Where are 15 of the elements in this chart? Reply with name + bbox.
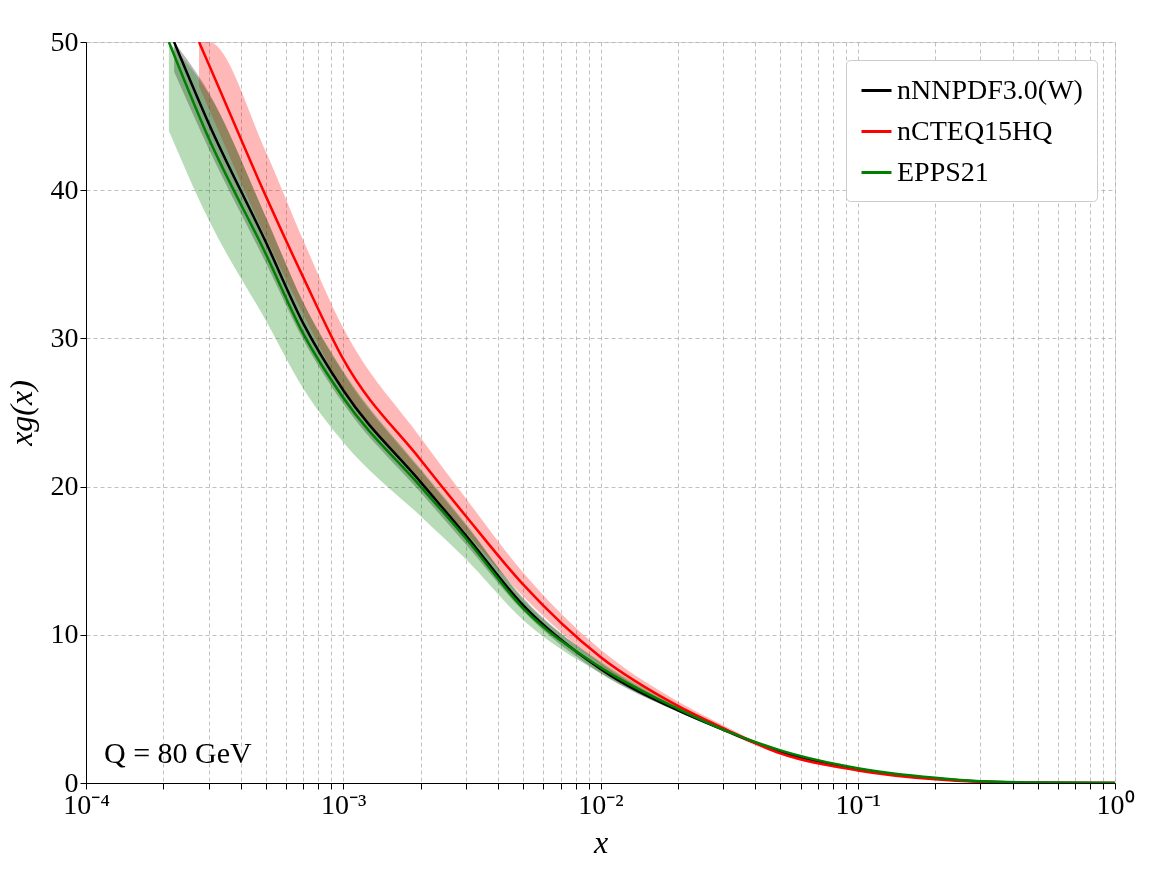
annotation: Q = 80 GeV [104, 736, 253, 769]
y-tick-label: 20 [50, 470, 79, 502]
y-tick-label: 50 [50, 25, 79, 57]
legend-label: nNNPDF3.0(W) [897, 73, 1083, 105]
x-tick-label: 10⁻¹ [835, 788, 881, 820]
x-tick-label: 10⁻³ [321, 788, 367, 820]
x-tick-label: 10⁰ [1096, 788, 1135, 820]
legend-label: EPPS21 [897, 155, 989, 187]
legend-label: nCTEQ15HQ [897, 114, 1053, 146]
y-axis-title: xg(x) [2, 380, 39, 447]
y-tick-label: 30 [50, 321, 79, 353]
y-tick-label: 40 [50, 173, 79, 205]
x-tick-label: 10⁻² [578, 788, 624, 820]
y-tick-label: 10 [50, 618, 79, 650]
x-axis-title: x [592, 823, 609, 860]
